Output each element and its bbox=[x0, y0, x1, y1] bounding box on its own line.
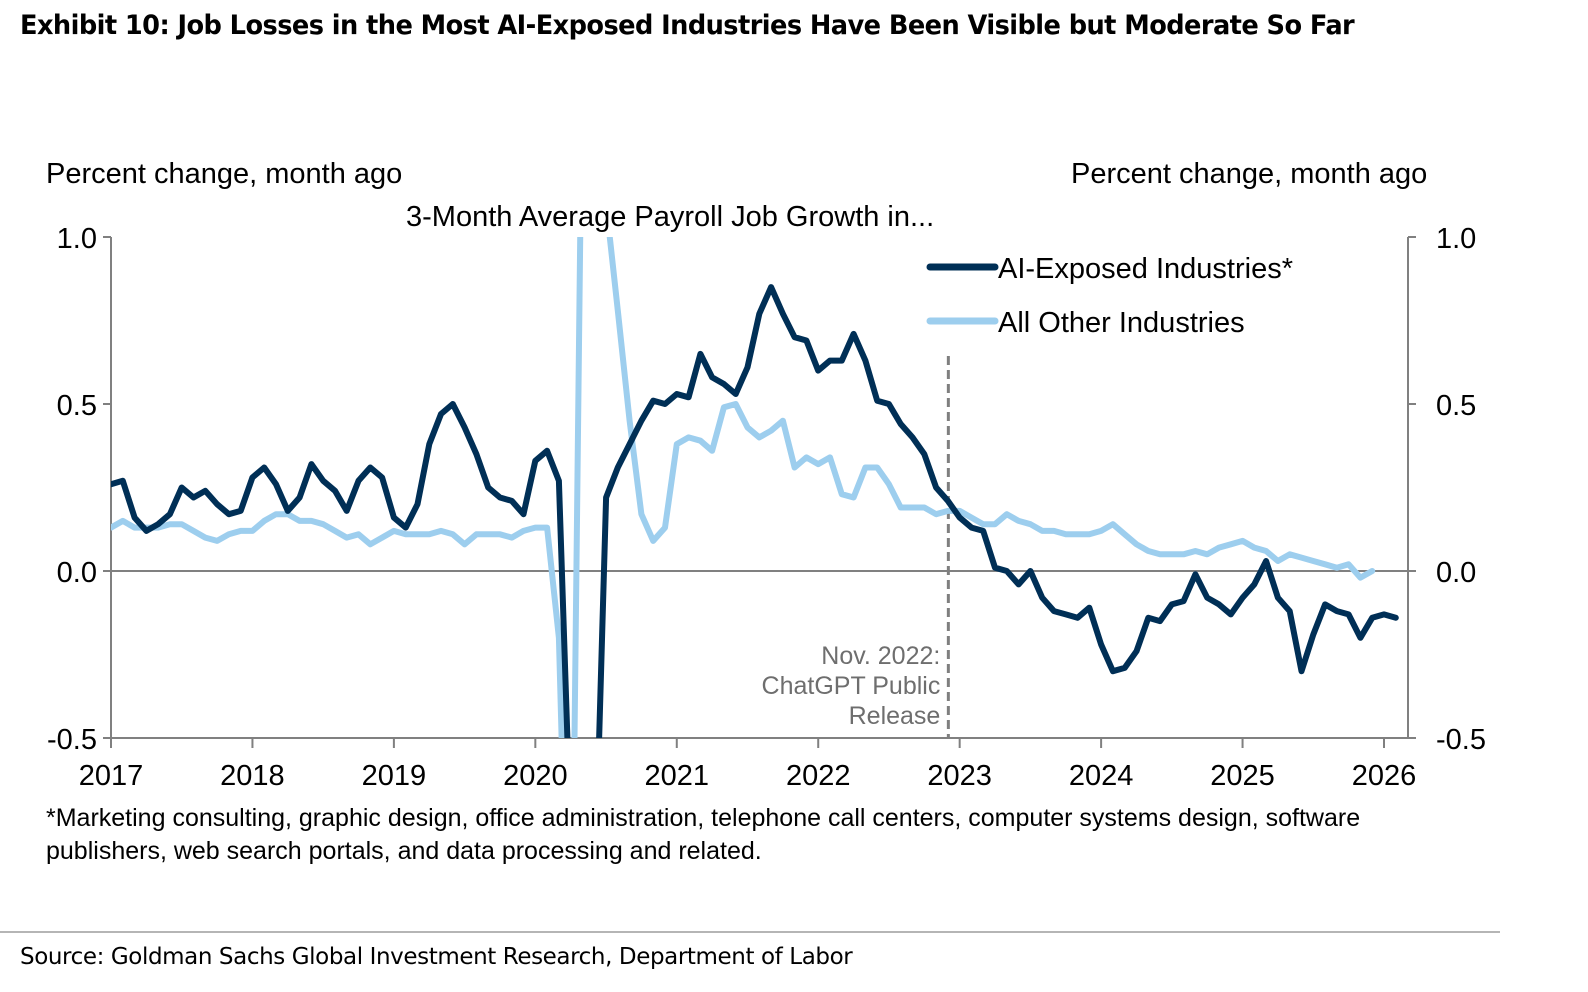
right-y-tick-label: 0.5 bbox=[1436, 390, 1476, 422]
x-tick-label: 2022 bbox=[786, 760, 851, 792]
source-note: Source: Goldman Sachs Global Investment … bbox=[20, 944, 853, 970]
footnote: *Marketing consulting, graphic design, o… bbox=[46, 804, 1361, 865]
left-y-tick-label: 1.0 bbox=[57, 223, 97, 255]
legend-label-all-other: All Other Industries bbox=[998, 307, 1245, 339]
divider bbox=[0, 931, 1500, 933]
right-y-tick-label: -0.5 bbox=[1436, 724, 1486, 756]
chart-title: 3-Month Average Payroll Job Growth in... bbox=[406, 201, 935, 233]
annotation-text: Release bbox=[849, 702, 941, 730]
x-tick-label: 2020 bbox=[503, 760, 568, 792]
legend-label-ai-exposed: AI-Exposed Industries* bbox=[998, 253, 1293, 285]
right-y-tick-label: 0.0 bbox=[1436, 557, 1476, 589]
left-y-tick-label: 0.5 bbox=[57, 390, 97, 422]
right-y-tick-label: 1.0 bbox=[1436, 223, 1476, 255]
x-tick-label: 2019 bbox=[362, 760, 427, 792]
x-tick-label: 2023 bbox=[927, 760, 992, 792]
x-tick-label: 2024 bbox=[1069, 760, 1134, 792]
left-axis-unit-label: Percent change, month ago bbox=[46, 158, 403, 190]
x-tick-label: 2026 bbox=[1352, 760, 1417, 792]
left-y-tick-label: -0.5 bbox=[47, 724, 97, 756]
exhibit-title: Exhibit 10: Job Losses in the Most AI-Ex… bbox=[20, 10, 1355, 41]
x-tick-label: 2017 bbox=[79, 760, 144, 792]
right-axis-unit-label: Percent change, month ago bbox=[1071, 158, 1428, 190]
annotation-text: ChatGPT Public bbox=[762, 672, 941, 700]
x-tick-label: 2018 bbox=[220, 760, 285, 792]
annotation-text: Nov. 2022: bbox=[821, 642, 940, 670]
left-y-tick-label: 0.0 bbox=[57, 557, 97, 589]
series-line-all-other bbox=[111, 237, 1376, 738]
x-tick-label: 2025 bbox=[1210, 760, 1275, 792]
series-line-ai-exposed bbox=[111, 284, 1399, 738]
x-tick-label: 2021 bbox=[645, 760, 710, 792]
